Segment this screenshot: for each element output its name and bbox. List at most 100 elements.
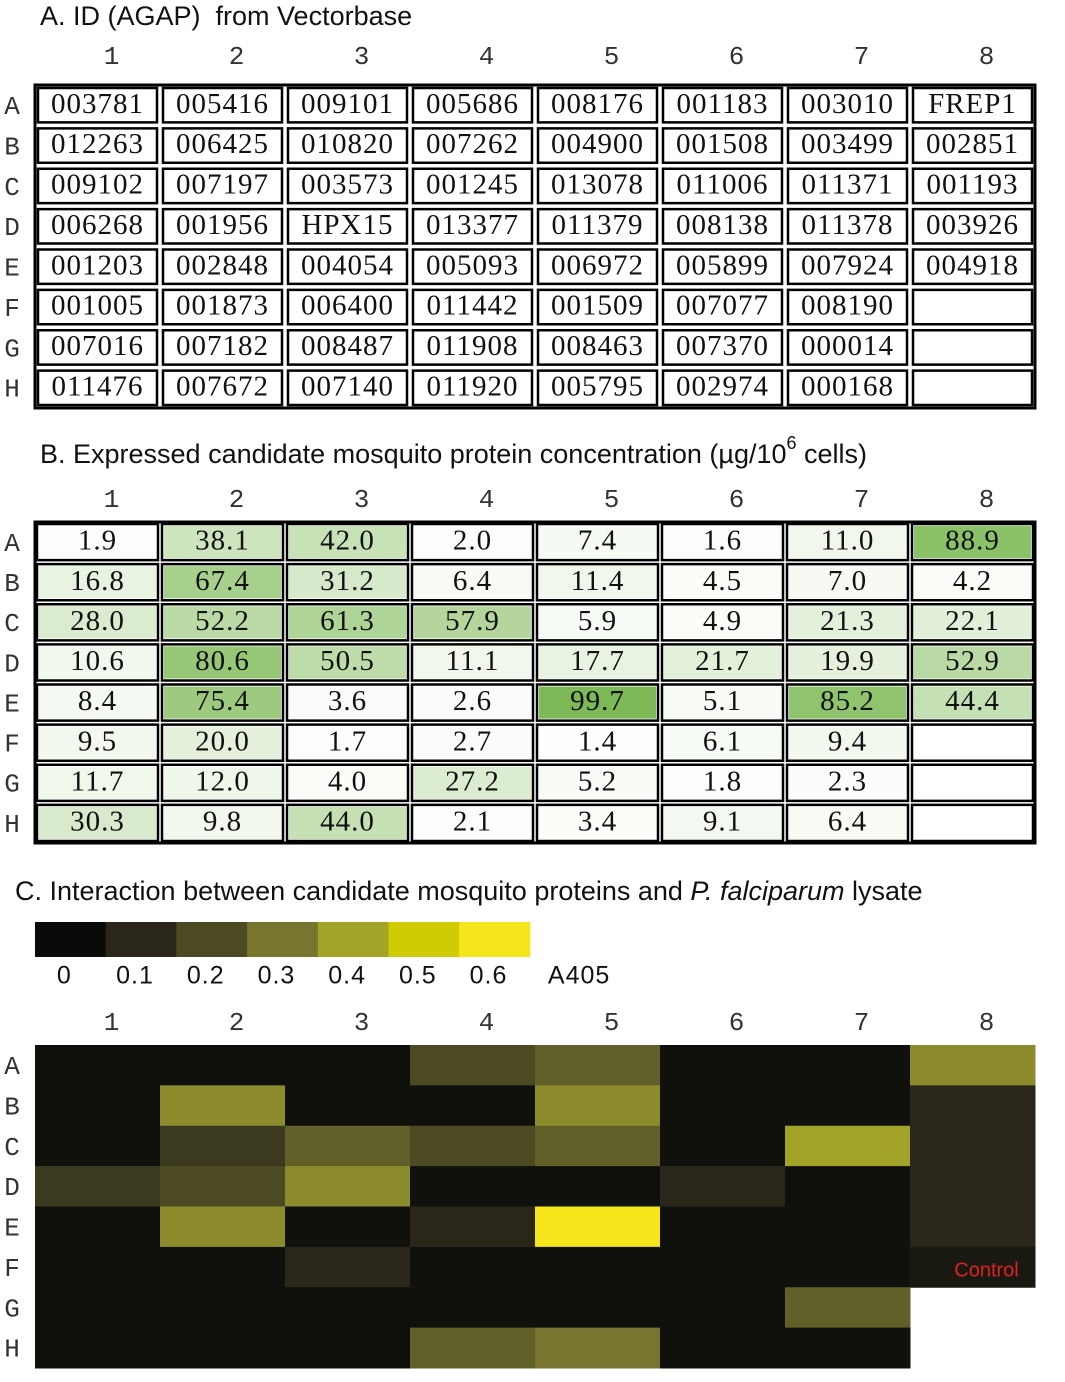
table-cell	[661, 369, 784, 407]
column-label: 8	[979, 1008, 995, 1038]
column-label: 1	[104, 1008, 120, 1038]
row-label: A	[4, 92, 20, 122]
heatmap-cell	[660, 1166, 786, 1207]
column-label: 8	[979, 42, 995, 72]
cell-value: 85.2	[820, 685, 875, 717]
cell-value: 5.2	[578, 765, 617, 797]
table-cell	[411, 288, 534, 326]
cell-text: 008463	[551, 330, 644, 362]
heatmap-cell	[160, 1085, 286, 1127]
cell-value: 11.4	[571, 565, 625, 597]
heatmap-cell	[914, 606, 1031, 639]
heatmap-cell	[910, 1166, 1036, 1207]
heatmap-cell	[914, 526, 1031, 559]
cell-text: 001203	[51, 249, 144, 281]
heatmap-cell	[539, 566, 656, 599]
cell-text: 003499	[801, 128, 894, 160]
table-cell	[911, 369, 1034, 407]
table-cell	[36, 86, 159, 124]
column-label: 5	[604, 42, 620, 72]
heatmap-cell	[660, 1287, 786, 1329]
cell-text: 003926	[926, 209, 1019, 241]
row-label: A	[4, 529, 20, 559]
heatmap-cell	[785, 1166, 911, 1207]
cell-text: 007672	[176, 370, 269, 402]
heatmap-cell	[914, 566, 1031, 599]
heatmap-cell	[410, 1125, 536, 1167]
heatmap-cell	[664, 686, 781, 719]
table-cell	[911, 288, 1034, 326]
cell-text: 007262	[426, 128, 519, 160]
panel-b-title: B. Expressed candidate mosquito protein …	[40, 433, 867, 469]
heatmap-cell	[410, 1085, 536, 1127]
row-label: E	[4, 254, 20, 284]
heatmap-cell	[285, 1327, 411, 1369]
heatmap-cell	[539, 606, 656, 639]
column-label: 6	[729, 485, 745, 515]
cell-value: 9.1	[703, 806, 742, 838]
table-cell	[786, 329, 909, 366]
panel-c-title: C. Interaction between candidate mosquit…	[15, 876, 923, 906]
heatmap-cell-frame	[910, 763, 1035, 803]
cell-text: 011908	[427, 330, 519, 362]
table-cell	[911, 207, 1034, 245]
cell-text: 007370	[676, 330, 769, 362]
heatmap-cell	[410, 1206, 536, 1248]
heatmap-cell	[664, 526, 781, 559]
cell-text: 007140	[301, 370, 394, 402]
heatmap-cell	[910, 1085, 1036, 1127]
heatmap-cell	[35, 1206, 161, 1248]
heatmap-cell	[289, 526, 406, 559]
cell-value: 2.6	[453, 685, 492, 717]
cell-value: 2.1	[453, 806, 492, 838]
table-cell	[161, 369, 284, 407]
title-part: cells)	[797, 439, 868, 469]
heatmap-cell	[414, 686, 531, 719]
cell-value: 6.1	[703, 725, 742, 757]
table-cell	[911, 248, 1034, 286]
cell-value: 16.8	[70, 565, 125, 597]
heatmap-cell	[535, 1085, 661, 1127]
heatmap-cell	[789, 646, 906, 679]
cell-text: 001005	[51, 290, 144, 322]
heatmap-cell	[535, 1045, 661, 1086]
cell-text: 001193	[927, 169, 1019, 201]
cell-value: 9.4	[828, 725, 867, 757]
table-cell	[786, 127, 909, 164]
column-label: 5	[604, 485, 620, 515]
table-cell	[161, 86, 284, 124]
heatmap-cell	[660, 1045, 786, 1086]
table-cell	[286, 127, 409, 164]
cell-value: 52.2	[195, 605, 250, 637]
column-label: 3	[354, 42, 370, 72]
cell-value: 1.4	[578, 725, 617, 757]
cell-text: 007182	[176, 330, 269, 362]
column-label: 2	[229, 485, 245, 515]
cell-value: 2.7	[453, 725, 492, 757]
heatmap-cell	[160, 1166, 286, 1207]
column-label: 2	[229, 1008, 245, 1038]
cell-text: 001508	[676, 128, 769, 160]
table-cell	[286, 167, 409, 205]
cell-text: 007924	[801, 249, 894, 281]
table-cell	[911, 167, 1034, 205]
cell-value: 30.3	[70, 806, 125, 838]
heatmap-cell	[164, 606, 281, 639]
column-label: 5	[604, 1008, 620, 1038]
table-cell	[911, 86, 1034, 124]
heatmap-cell	[39, 566, 156, 599]
heatmap-cell	[785, 1287, 911, 1329]
row-label: H	[4, 375, 20, 405]
heatmap-cell	[789, 726, 906, 759]
cell-text: 006425	[176, 128, 269, 160]
heatmap-cell	[285, 1166, 411, 1207]
colorbar-swatch	[459, 922, 531, 957]
cell-value: 9.5	[78, 725, 117, 757]
cell-value: 10.6	[70, 645, 125, 677]
cell-text: 005686	[426, 88, 519, 120]
heatmap-cell	[785, 1045, 911, 1086]
cell-text: 001873	[176, 290, 269, 322]
heatmap-cell	[410, 1166, 536, 1207]
heatmap-cell	[414, 526, 531, 559]
table-cell	[536, 288, 659, 326]
